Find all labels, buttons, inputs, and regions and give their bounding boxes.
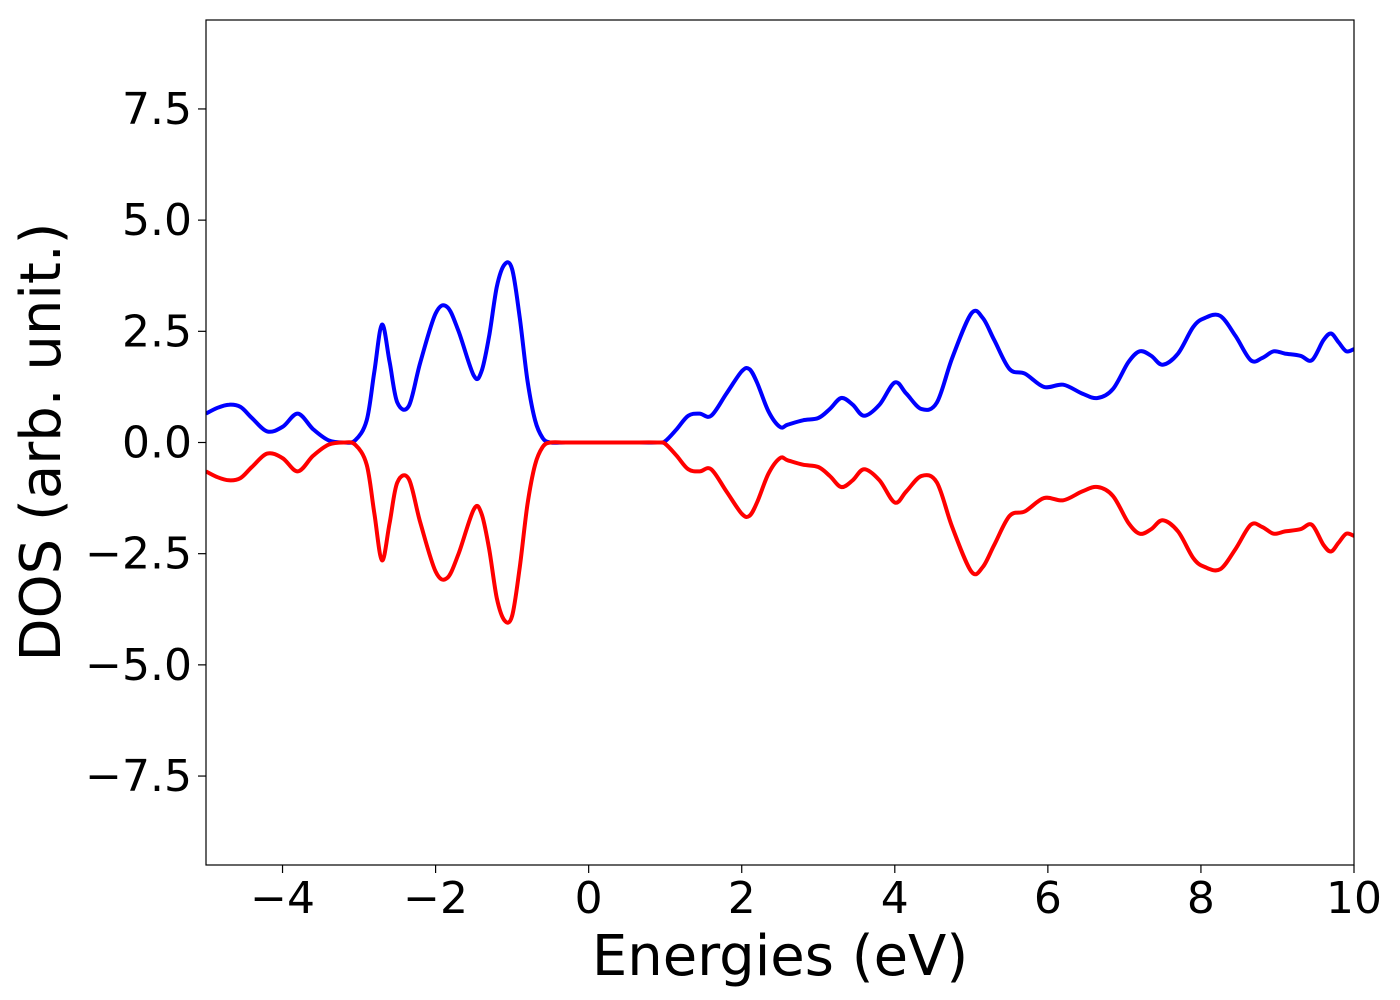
x-axis-label: Energies (eV) (592, 924, 968, 989)
x-tick-label: 0 (575, 873, 603, 924)
x-tick-label: 6 (1034, 873, 1062, 924)
y-tick-label: 5.0 (122, 195, 192, 246)
y-axis: −7.5 −5.0 −2.5 0.0 2.5 5.0 7.5 (85, 84, 206, 802)
y-tick-label: 2.5 (122, 306, 192, 357)
x-tick-label: 2 (728, 873, 756, 924)
plot-frame (205, 19, 1355, 866)
x-tick-label: 4 (881, 873, 909, 924)
y-axis-label: DOS (arb. unit.) (9, 222, 74, 661)
y-tick-label: 7.5 (122, 84, 192, 135)
y-tick-label: 0.0 (122, 418, 192, 469)
y-tick-label: −5.0 (85, 640, 192, 691)
y-tick-label: −7.5 (85, 751, 192, 802)
series-line-2 (206, 440, 1354, 625)
x-tick-label: 8 (1187, 873, 1215, 924)
x-tick-label: −2 (403, 873, 468, 924)
series-line-1 (206, 260, 1354, 445)
x-tick-label: −4 (250, 873, 315, 924)
x-axis: −4 −2 0 2 4 6 8 10 (250, 865, 1382, 924)
y-tick-label: −2.5 (85, 529, 192, 580)
x-tick-label: 10 (1326, 873, 1382, 924)
series-layer (206, 260, 1354, 625)
